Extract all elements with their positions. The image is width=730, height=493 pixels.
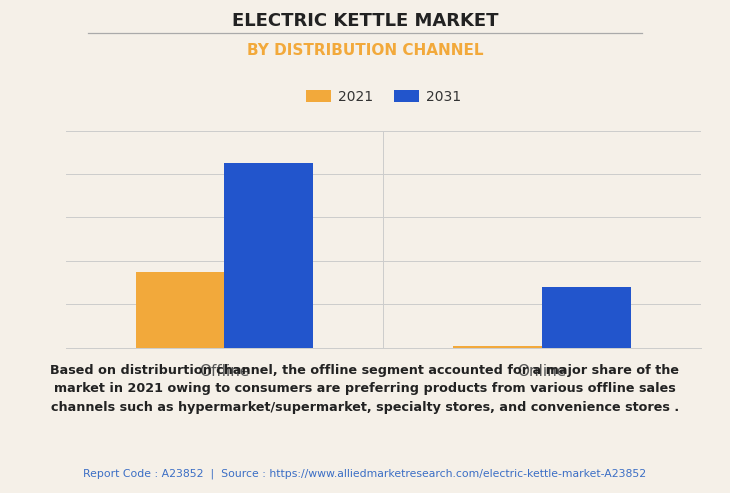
Legend: 2021, 2031: 2021, 2031 — [300, 84, 466, 109]
Bar — [453, 347, 542, 348]
Text: Based on distriburtion channel, the offline segment accounted for a major share : Based on distriburtion channel, the offl… — [50, 364, 680, 414]
Text: ELECTRIC KETTLE MARKET: ELECTRIC KETTLE MARKET — [231, 12, 499, 31]
Bar — [224, 163, 313, 348]
Bar — [136, 272, 224, 348]
Bar — [542, 287, 631, 348]
Text: BY DISTRIBUTION CHANNEL: BY DISTRIBUTION CHANNEL — [247, 43, 483, 58]
Text: Report Code : A23852  |  Source : https://www.alliedmarketresearch.com/electric-: Report Code : A23852 | Source : https://… — [83, 469, 647, 479]
